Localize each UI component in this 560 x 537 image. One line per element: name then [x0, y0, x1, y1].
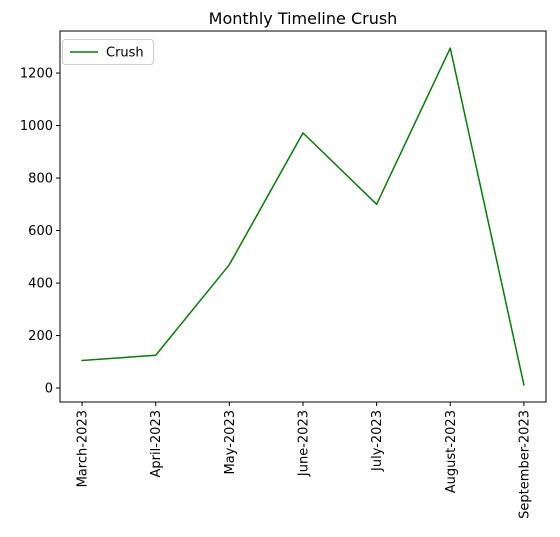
x-tick-label: June-2023	[297, 410, 312, 477]
y-tick-label: 1200	[20, 67, 53, 82]
y-axis: 0 200 400 600 800 1000 1200	[20, 67, 60, 397]
x-axis: March-2023 April-2023 May-2023 June-2023 Jul…	[76, 402, 532, 519]
legend-label-crush: Crush	[106, 46, 144, 61]
legend-box	[62, 39, 154, 65]
series-line-crush	[81, 47, 525, 386]
series-layer	[81, 47, 525, 386]
x-tick-label: August-2023	[444, 410, 459, 493]
chart-title: Monthly Timeline Crush	[209, 9, 398, 28]
y-tick-label: 400	[28, 277, 53, 292]
x-tick-label: April-2023	[149, 410, 164, 478]
x-tick-label: September-2023	[517, 410, 532, 519]
legend: Crush	[62, 39, 154, 65]
x-tick-label: March-2023	[76, 410, 91, 487]
x-tick-label: July-2023	[370, 410, 385, 472]
y-tick-label: 600	[28, 224, 53, 239]
y-tick-label: 1000	[20, 119, 53, 134]
x-tick-label: May-2023	[223, 410, 238, 474]
y-tick-label: 0	[45, 382, 53, 397]
plot-frame	[59, 30, 547, 403]
y-tick-label: 800	[28, 172, 53, 187]
y-tick-label: 200	[28, 329, 53, 344]
